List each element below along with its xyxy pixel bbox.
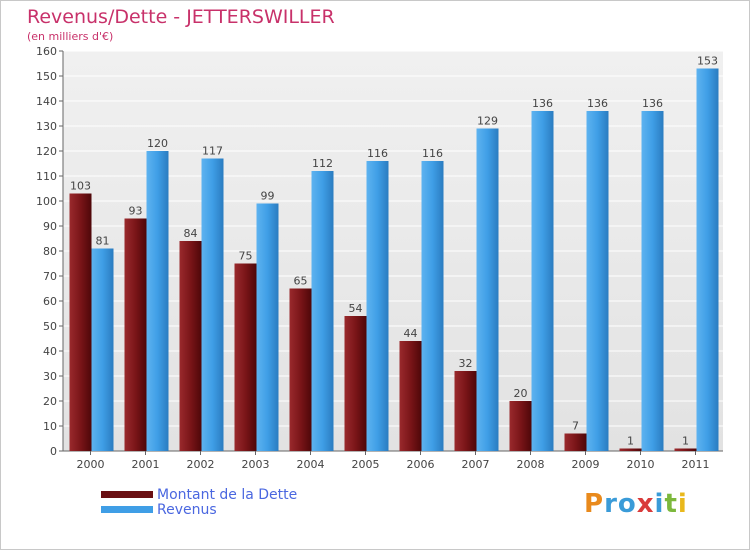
y-tick-label: 10: [43, 420, 57, 433]
data-label-debt: 1: [627, 435, 634, 448]
legend-swatch-revenue: [101, 506, 153, 513]
y-tick-label: 70: [43, 270, 57, 283]
bar-debt: [509, 401, 532, 451]
logo-letter: P: [584, 489, 605, 519]
x-tick-label: 2007: [462, 458, 490, 471]
legend-item-debt: Montant de la Dette: [101, 486, 298, 503]
y-tick-label: 110: [36, 170, 57, 183]
y-tick-label: 20: [43, 395, 57, 408]
bar-revenue: [256, 203, 279, 451]
legend: Montant de la Dette Revenus: [101, 486, 298, 518]
data-label-debt: 1: [682, 435, 689, 448]
chart-title: Revenus/Dette - JETTERSWILLER: [27, 6, 335, 28]
x-tick-label: 2001: [132, 458, 160, 471]
x-tick-label: 2000: [77, 458, 105, 471]
bar-debt: [674, 448, 697, 451]
bars: [69, 68, 719, 451]
data-label-revenue: 99: [261, 190, 275, 203]
legend-label-debt: Montant de la Dette: [157, 486, 298, 503]
x-tick-label: 2002: [187, 458, 215, 471]
bar-debt: [344, 316, 367, 451]
y-tick-label: 100: [36, 195, 57, 208]
bar-debt: [399, 341, 422, 451]
bar-revenue: [311, 171, 334, 451]
bar-debt: [234, 263, 257, 451]
x-tick-label: 2010: [627, 458, 655, 471]
data-label-debt: 103: [70, 180, 91, 193]
data-label-revenue: 117: [202, 145, 223, 158]
data-label-revenue: 129: [477, 115, 498, 128]
bar-revenue: [146, 151, 169, 451]
y-tick-label: 120: [36, 145, 57, 158]
x-tick-label: 2008: [517, 458, 545, 471]
logo-letter: i: [677, 489, 688, 519]
y-tick-label: 90: [43, 220, 57, 233]
data-label-revenue: 153: [697, 55, 718, 68]
bar-debt: [69, 193, 92, 451]
y-tick-label: 140: [36, 95, 57, 108]
bar-debt: [454, 371, 477, 451]
x-tick-label: 2011: [682, 458, 710, 471]
data-label-debt: 54: [349, 302, 363, 315]
y-tick-label: 0: [50, 445, 57, 458]
bar-revenue: [641, 111, 664, 451]
bar-debt: [179, 241, 202, 451]
legend-swatch-debt: [101, 491, 153, 498]
bar-revenue: [366, 161, 389, 451]
bar-revenue: [201, 158, 224, 451]
x-tick-label: 2004: [297, 458, 325, 471]
bar-revenue: [696, 68, 719, 451]
x-tick-label: 2006: [407, 458, 435, 471]
y-tick-label: 60: [43, 295, 57, 308]
y-tick-label: 40: [43, 345, 57, 358]
data-label-debt: 20: [514, 387, 528, 400]
x-tick-label: 2009: [572, 458, 600, 471]
y-tick-label: 50: [43, 320, 57, 333]
bar-revenue: [586, 111, 609, 451]
data-label-debt: 84: [184, 227, 198, 240]
logo-letter: t: [664, 489, 678, 519]
bar-debt: [564, 433, 587, 451]
bar-revenue: [421, 161, 444, 451]
y-tick-label: 130: [36, 120, 57, 133]
data-label-revenue: 81: [96, 235, 110, 248]
data-label-debt: 65: [294, 275, 308, 288]
x-tick-label: 2005: [352, 458, 380, 471]
data-label-revenue: 136: [642, 97, 663, 110]
legend-item-revenue: Revenus: [101, 501, 297, 518]
data-label-revenue: 120: [147, 137, 168, 150]
data-label-revenue: 136: [587, 97, 608, 110]
bar-debt: [289, 288, 312, 451]
data-label-debt: 75: [239, 250, 253, 263]
data-label-revenue: 136: [532, 97, 553, 110]
bar-revenue: [531, 111, 554, 451]
labels: 0102030405060708090100110120130140150160…: [36, 45, 718, 471]
bar-revenue: [476, 128, 499, 451]
proxiti-logo: Proxiti: [584, 489, 688, 519]
bar-debt: [619, 448, 642, 451]
logo-letter: o: [617, 489, 637, 519]
y-tick-label: 160: [36, 45, 57, 58]
y-tick-label: 80: [43, 245, 57, 258]
data-label-revenue: 116: [422, 147, 443, 160]
logo-letter: r: [604, 489, 618, 519]
x-tick-label: 2003: [242, 458, 270, 471]
data-label-revenue: 112: [312, 157, 333, 170]
data-label-debt: 93: [129, 205, 143, 218]
data-label-debt: 32: [459, 357, 473, 370]
legend-label-revenue: Revenus: [157, 501, 217, 518]
y-tick-label: 30: [43, 370, 57, 383]
chart-subtitle: (en milliers d'€): [27, 30, 114, 43]
logo-letter: x: [636, 489, 655, 519]
y-tick-label: 150: [36, 70, 57, 83]
logo-letter: i: [654, 489, 665, 519]
data-label-revenue: 116: [367, 147, 388, 160]
gridlines: [59, 50, 723, 455]
bar-revenue: [91, 248, 114, 451]
data-label-debt: 44: [404, 327, 418, 340]
data-label-debt: 7: [572, 420, 579, 433]
bar-debt: [124, 218, 147, 451]
